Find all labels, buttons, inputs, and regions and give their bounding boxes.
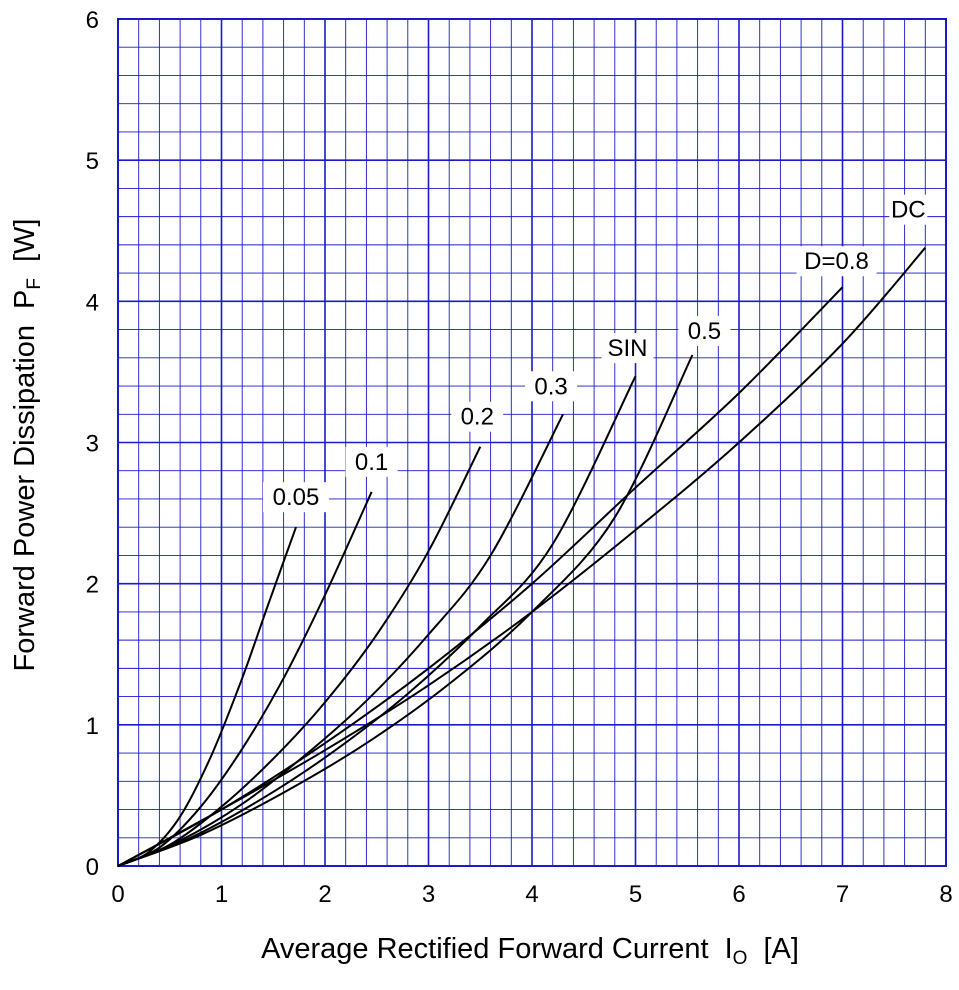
series-line [117, 491, 373, 867]
series-line [117, 413, 564, 867]
x-tick-label: 2 [318, 881, 331, 908]
x-tick-label: 1 [215, 881, 228, 908]
series-labels: 0.05 0.1 0.2 0.3 SIN 0.5 D=0.8 DC [263, 194, 928, 513]
x-tick-label: 7 [836, 881, 849, 908]
y-tick-label: 3 [86, 431, 99, 458]
series-label-background [525, 371, 578, 402]
series-line [117, 247, 927, 867]
x-tick-label: 3 [422, 881, 435, 908]
series-line [117, 526, 297, 867]
x-tick-label: 6 [732, 881, 745, 908]
x-axis-title: Average Rectified Forward Current IO [A] [261, 933, 799, 969]
y-tick-label: 5 [86, 148, 99, 175]
series-label: 0.2 [461, 404, 494, 431]
series-label: 0.05 [273, 484, 320, 511]
series-label: SIN [607, 335, 647, 362]
x-axis-title-main: Average Rectified Forward Current [261, 933, 709, 965]
y-tick-labels: 0 1 2 3 4 5 6 [86, 7, 99, 881]
series-label: DC [891, 197, 926, 224]
y-tick-label: 6 [86, 7, 99, 34]
x-axis-unit: [A] [763, 933, 798, 965]
y-axis-title: Forward Power Dissipation PF [W] [9, 219, 45, 672]
series-label: 0.5 [688, 318, 721, 345]
x-tick-label: 0 [111, 881, 124, 908]
series-label: 0.1 [355, 449, 388, 476]
y-tick-label: 4 [86, 289, 99, 316]
y-axis-title-main: Forward Power Dissipation [9, 325, 41, 672]
series-lines [117, 247, 927, 867]
plot-frame [117, 18, 947, 867]
series-line [117, 375, 637, 867]
series-label-background [889, 194, 928, 225]
x-tick-label: 8 [939, 881, 952, 908]
series-label-background [678, 315, 731, 346]
series-line [117, 286, 844, 867]
series-line [117, 354, 694, 867]
y-axis-subscript: F [24, 278, 45, 290]
y-axis-symbol: P [9, 290, 41, 309]
y-tick-label: 0 [86, 854, 99, 881]
y-tick-label: 1 [86, 713, 99, 740]
x-axis-subscript: O [733, 948, 748, 969]
series-line [117, 446, 482, 867]
y-axis-unit: [W] [9, 219, 41, 263]
x-tick-label: 4 [525, 881, 538, 908]
x-tick-labels: 0 1 2 3 4 5 6 7 8 [111, 881, 952, 908]
series-label: 0.3 [534, 373, 567, 400]
series-label-background [796, 246, 877, 277]
series-label-background [263, 482, 330, 513]
series-label-background [345, 446, 398, 477]
x-tick-label: 5 [629, 881, 642, 908]
series-label-background [601, 333, 654, 364]
series-label-background [451, 401, 504, 432]
y-tick-label: 2 [86, 572, 99, 599]
x-axis-symbol: I [725, 933, 733, 965]
series-label: D=0.8 [804, 248, 869, 275]
